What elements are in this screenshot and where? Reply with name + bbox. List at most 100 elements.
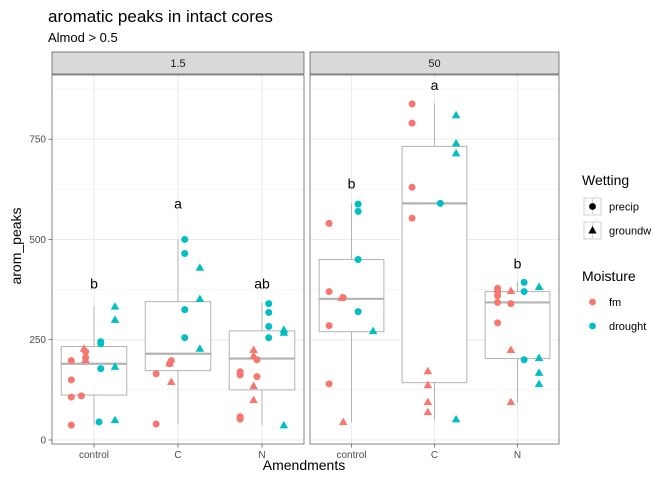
x-tick-label-C: C	[174, 450, 181, 461]
y-tick-label: 250	[29, 335, 46, 346]
y-tick-label: 0	[40, 435, 46, 446]
point-fm-groundw	[423, 380, 433, 389]
facet-strip-label: 50	[428, 58, 440, 70]
point-drought-groundw	[451, 148, 461, 157]
point-drought-groundw	[279, 325, 289, 333]
point-fm-precip	[236, 413, 244, 421]
facet-panel-1.5: 1.5 b a ab control C N	[51, 51, 305, 461]
data-points	[325, 100, 544, 426]
point-fm-precip	[67, 376, 75, 384]
facet-strip	[51, 51, 305, 75]
box	[318, 259, 385, 333]
point-drought-precip	[181, 306, 189, 314]
point-fm-precip	[494, 319, 502, 327]
x-tick-label-C: C	[431, 450, 438, 461]
point-drought-groundw	[534, 379, 544, 388]
y-axis-title: arom_peaks	[8, 207, 24, 284]
facet-strip-label: 1.5	[170, 58, 185, 70]
y-axis: 0 250 500 750	[29, 135, 52, 446]
legend-key-circle	[589, 203, 596, 210]
point-drought-precip	[265, 322, 273, 330]
point-fm-groundw	[506, 397, 516, 406]
point-fm-precip	[408, 119, 416, 127]
point-fm-groundw	[81, 355, 90, 363]
x-tick-label-N: N	[514, 450, 521, 461]
point-drought-groundw	[451, 138, 461, 147]
point-drought-groundw	[534, 353, 544, 361]
point-drought-precip	[97, 338, 105, 346]
point-fm-precip	[494, 284, 502, 292]
point-drought-precip	[265, 308, 273, 316]
point-fm-precip	[77, 392, 85, 400]
point-drought-precip	[354, 200, 362, 208]
point-drought-groundw	[195, 294, 205, 303]
point-fm-precip	[325, 288, 333, 296]
point-fm-groundw	[249, 351, 258, 359]
x-tick-label-N: N	[258, 450, 265, 461]
point-drought-precip	[95, 418, 103, 426]
significance-letter: b	[514, 256, 522, 272]
y-tick-label: 750	[29, 135, 46, 146]
point-fm-precip	[325, 380, 333, 388]
point-drought-precip	[181, 249, 189, 257]
point-fm-precip	[236, 368, 244, 376]
point-drought-groundw	[110, 302, 120, 310]
point-fm-groundw	[249, 395, 258, 404]
legend-key-triangle	[588, 226, 597, 234]
point-fm-precip	[408, 183, 416, 191]
significance-letter: b	[90, 276, 98, 292]
point-drought-precip	[265, 300, 273, 308]
point-drought-groundw	[195, 344, 205, 352]
legend-label-precip: precip	[609, 202, 639, 214]
legend-key-fm	[589, 298, 596, 306]
point-drought-groundw	[534, 282, 544, 290]
point-drought-precip	[354, 308, 362, 316]
box	[228, 330, 296, 391]
boxplot-control	[60, 305, 128, 426]
y-tick-label: 500	[29, 235, 46, 246]
point-fm-precip	[408, 214, 416, 222]
point-fm-groundw	[249, 381, 258, 390]
point-fm-groundw	[79, 344, 89, 352]
legend-title-wetting: Wetting	[582, 172, 629, 188]
point-fm-precip	[325, 322, 333, 330]
legend: Wetting precip groundw Moisture fm droug…	[582, 172, 651, 333]
point-fm-groundw	[423, 397, 433, 406]
point-fm-groundw	[506, 345, 516, 353]
point-fm-precip	[152, 420, 160, 428]
legend-label-fm: fm	[609, 297, 621, 309]
boxplot-control	[318, 203, 385, 422]
x-tick-label-control: control	[79, 450, 109, 461]
point-fm-precip	[67, 393, 75, 401]
point-fm-groundw	[165, 358, 174, 367]
box	[144, 301, 212, 372]
point-drought-precip	[354, 207, 362, 215]
point-drought-precip	[265, 334, 273, 342]
point-fm-precip	[152, 370, 160, 378]
point-drought-groundw	[368, 326, 378, 335]
legend-label-groundw: groundw	[609, 226, 651, 238]
point-fm-precip	[325, 219, 333, 227]
point-drought-groundw	[451, 414, 461, 423]
point-fm-precip	[67, 421, 75, 429]
point-drought-groundw	[110, 415, 120, 424]
chart-subtitle: Almod > 0.5	[48, 30, 118, 45]
point-drought-precip	[97, 365, 105, 373]
significance-letter: ab	[254, 276, 270, 292]
point-drought-groundw	[110, 362, 120, 370]
legend-label-drought: drought	[609, 321, 646, 333]
x-tick-label-control: control	[336, 450, 366, 461]
point-fm-groundw	[249, 345, 258, 353]
point-fm-precip	[253, 373, 261, 381]
point-drought-precip	[181, 334, 189, 342]
facet-panel-50: 50 b a b control C N	[309, 51, 560, 461]
data-points	[67, 235, 289, 429]
point-drought-precip	[354, 256, 362, 263]
significance-letter: a	[431, 77, 439, 93]
point-drought-precip	[181, 235, 189, 243]
legend-key-drought	[589, 322, 596, 330]
point-fm-groundw	[338, 417, 348, 426]
point-drought-precip	[436, 199, 444, 207]
